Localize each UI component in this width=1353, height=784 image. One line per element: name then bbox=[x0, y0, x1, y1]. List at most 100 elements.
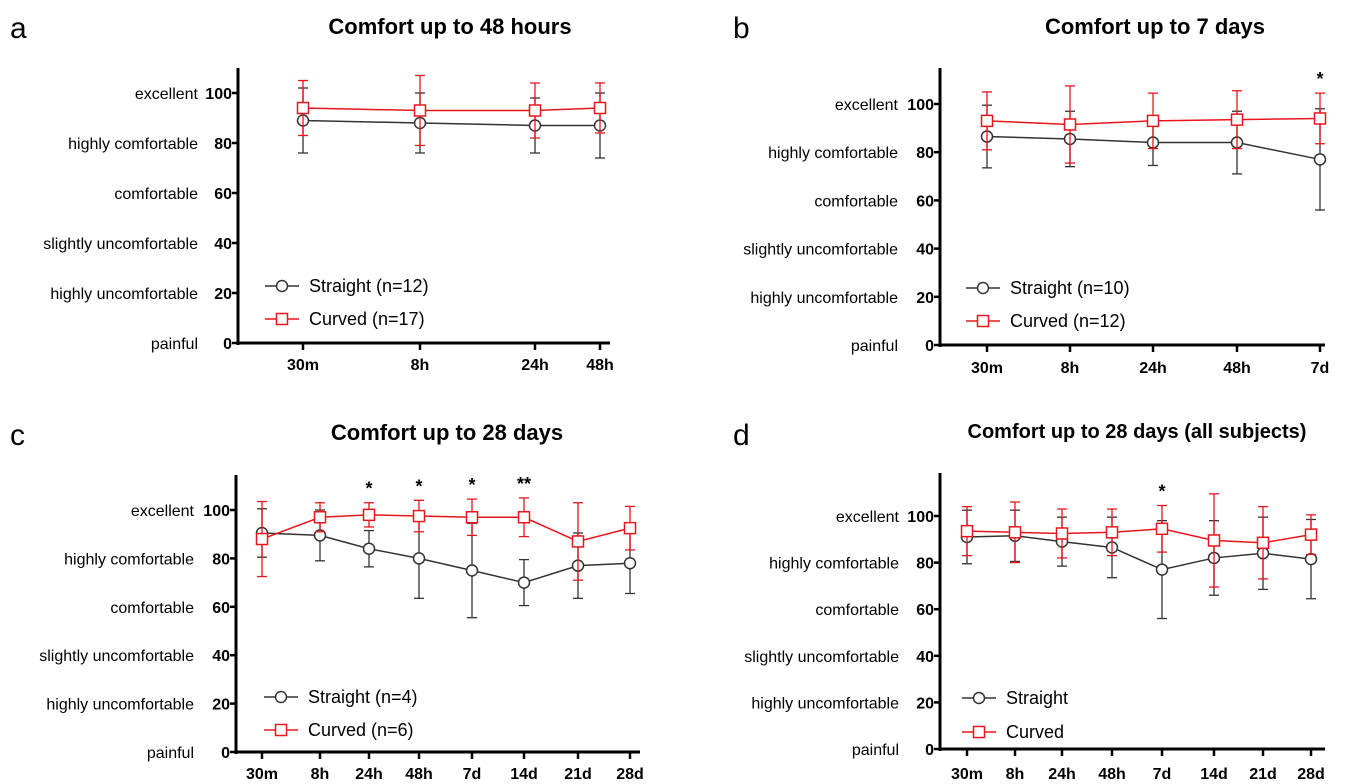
x-tick-label: 24h bbox=[1048, 766, 1076, 783]
data-point bbox=[362, 508, 376, 522]
significance-marker: ** bbox=[517, 474, 531, 494]
data-point bbox=[1055, 527, 1069, 540]
x-tick-label: 30m bbox=[287, 357, 319, 374]
significance-marker: * bbox=[365, 479, 372, 499]
x-tick-label: 14d bbox=[1200, 766, 1228, 783]
y-tick-label: 60 bbox=[212, 600, 230, 617]
x-tick-label: 30m bbox=[951, 766, 983, 783]
data-point bbox=[296, 101, 310, 115]
x-tick-label: 30m bbox=[246, 766, 278, 783]
chart-panel-b: b Comfort up to 7 days 0 painful 20 highly un… bbox=[733, 12, 1329, 377]
x-tick-label: 21d bbox=[564, 766, 592, 783]
y-category-label: highly comfortable bbox=[64, 551, 194, 568]
y-tick-label: 20 bbox=[212, 697, 230, 714]
legend-entry: Curved (n=17) bbox=[265, 309, 425, 329]
legend-entry: Straight (n=4) bbox=[264, 687, 418, 707]
data-point bbox=[1155, 563, 1169, 576]
x-tick-label: 7d bbox=[463, 766, 482, 783]
y-category-label: slightly uncomfortable bbox=[744, 649, 899, 666]
legend-label: Curved (n=17) bbox=[309, 309, 425, 329]
panel-letter: d bbox=[733, 419, 750, 452]
y-tick-label: 100 bbox=[203, 503, 230, 520]
data-point bbox=[255, 532, 269, 546]
y-tick-label: 0 bbox=[925, 338, 934, 355]
y-tick-label: 80 bbox=[916, 145, 934, 162]
series-line bbox=[966, 528, 1312, 544]
y-category-label: comfortable bbox=[114, 186, 198, 203]
y-tick-label: 60 bbox=[214, 186, 232, 203]
legend-marker bbox=[275, 312, 289, 326]
y-category-label: painful bbox=[151, 336, 198, 353]
y-category-label: highly uncomfortable bbox=[46, 697, 194, 714]
y-category-label: slightly uncomfortable bbox=[39, 648, 194, 665]
legend-label: Straight (n=12) bbox=[309, 276, 429, 296]
y-tick-label: 60 bbox=[916, 193, 934, 210]
legend-marker bbox=[274, 690, 288, 704]
y-category-label: comfortable bbox=[110, 600, 194, 617]
data-point bbox=[1008, 526, 1022, 539]
data-point bbox=[980, 114, 994, 128]
chart-title: Comfort up to 28 days (all subjects) bbox=[968, 421, 1307, 443]
y-tick-label: 40 bbox=[916, 242, 934, 259]
legend-entry: Curved (n=12) bbox=[966, 311, 1126, 331]
y-tick-label: 80 bbox=[916, 556, 934, 573]
series-line bbox=[302, 107, 601, 112]
data-point bbox=[1105, 526, 1119, 539]
panel-letter: a bbox=[10, 12, 27, 45]
data-point bbox=[413, 104, 427, 117]
x-tick-label: 8h bbox=[1006, 766, 1025, 783]
data-point bbox=[1063, 118, 1077, 131]
series-curved bbox=[980, 85, 1327, 164]
legend-label: Straight (n=10) bbox=[1010, 278, 1130, 298]
data-point bbox=[465, 511, 479, 524]
y-category-label: painful bbox=[147, 745, 194, 762]
legend-label: Straight bbox=[1006, 688, 1068, 708]
legend-label: Curved bbox=[1006, 722, 1064, 742]
y-category-label: highly comfortable bbox=[768, 145, 898, 162]
data-point bbox=[593, 101, 607, 115]
legend-label: Straight (n=4) bbox=[308, 687, 418, 707]
x-tick-label: 8h bbox=[411, 357, 430, 374]
series-line bbox=[302, 119, 600, 127]
y-tick-label: 20 bbox=[214, 286, 232, 303]
legend-marker bbox=[972, 691, 986, 705]
data-point bbox=[960, 524, 974, 538]
series-curved bbox=[255, 497, 637, 581]
data-point bbox=[1256, 536, 1270, 550]
data-point bbox=[1304, 552, 1318, 566]
x-tick-label: 30m bbox=[971, 360, 1003, 377]
series-line bbox=[261, 514, 631, 543]
y-category-label: excellent bbox=[836, 509, 900, 526]
y-category-label: highly uncomfortable bbox=[750, 290, 898, 307]
x-tick-label: 21d bbox=[1249, 766, 1277, 783]
legend-marker bbox=[275, 279, 289, 293]
data-point bbox=[1155, 522, 1169, 536]
y-category-label: highly comfortable bbox=[68, 136, 198, 153]
data-point bbox=[1304, 528, 1318, 541]
y-category-label: slightly uncomfortable bbox=[43, 236, 198, 253]
data-point bbox=[1207, 534, 1221, 547]
series-curved bbox=[960, 493, 1318, 588]
x-tick-label: 24h bbox=[355, 766, 383, 783]
x-tick-label: 14d bbox=[510, 766, 538, 783]
legend-marker bbox=[274, 723, 288, 737]
significance-marker: * bbox=[415, 476, 422, 496]
y-tick-label: 20 bbox=[916, 290, 934, 307]
y-category-label: painful bbox=[852, 742, 899, 759]
y-tick-label: 40 bbox=[214, 236, 232, 253]
y-tick-label: 60 bbox=[916, 602, 934, 619]
y-category-label: slightly uncomfortable bbox=[743, 242, 898, 259]
data-point bbox=[623, 521, 637, 535]
x-tick-label: 48h bbox=[405, 766, 433, 783]
data-point bbox=[1146, 114, 1160, 128]
y-category-label: comfortable bbox=[815, 602, 899, 619]
y-category-label: excellent bbox=[131, 503, 195, 520]
significance-marker: * bbox=[468, 475, 475, 495]
data-point bbox=[465, 564, 479, 577]
chart-title: Comfort up to 48 hours bbox=[328, 14, 571, 39]
significance-marker: * bbox=[1158, 482, 1165, 502]
data-point bbox=[1313, 153, 1327, 166]
data-point bbox=[517, 511, 531, 524]
x-tick-label: 8h bbox=[311, 766, 330, 783]
